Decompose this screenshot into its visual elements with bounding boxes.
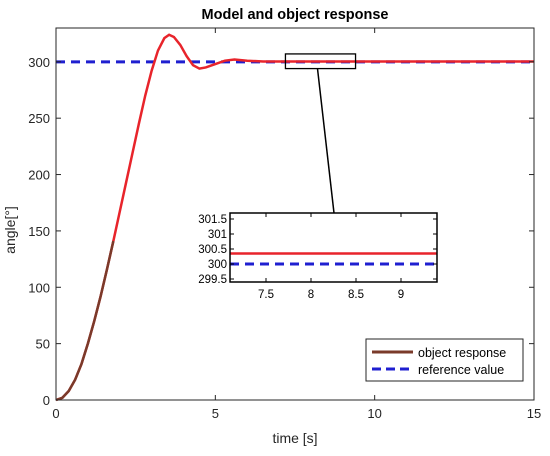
inset-y-tick-label: 301.5	[198, 214, 227, 226]
y-tick-label: 0	[43, 393, 50, 408]
inset-y-tick-label: 300	[208, 259, 227, 271]
y-tick-label: 300	[28, 55, 50, 70]
zoom-connector-line	[316, 68, 335, 214]
axes-box	[55, 27, 535, 401]
x-axis-label: time [s]	[272, 430, 317, 446]
x-tick-label: 0	[52, 406, 59, 421]
y-tick-label: 100	[28, 280, 50, 295]
x-tick-label: 5	[212, 406, 219, 421]
x-tick-label: 15	[527, 406, 541, 421]
inset-y-tick-label: 301	[208, 229, 227, 241]
zoom-layer	[284, 53, 357, 214]
chart-title: Model and object response	[202, 7, 389, 23]
legend: object response reference value	[365, 338, 524, 382]
inset-x-tick-label: 7.5	[258, 289, 274, 301]
inset-layer: 7.5 8 8.5 9 299.5 300 300.5 301 301.5	[198, 212, 438, 301]
inset-y-tick-label: 300.5	[198, 244, 227, 256]
y-tick-label: 50	[36, 337, 50, 352]
series-line-object-response-early	[55, 240, 115, 402]
legend-box	[365, 338, 524, 382]
inset-box	[229, 212, 438, 283]
inset-y-tick-label: 299.5	[198, 274, 227, 286]
y-axis-label: angle[°]	[2, 206, 18, 254]
inset-x-tick-label: 9	[398, 289, 404, 301]
y-tick-label: 200	[28, 168, 50, 183]
y-tick-label: 150	[28, 224, 50, 239]
y-tick-label: 250	[28, 111, 50, 126]
x-tick-label: 10	[367, 406, 381, 421]
legend-label-reference-value: reference value	[418, 363, 504, 377]
inset-x-tick-label: 8	[308, 289, 314, 301]
legend-label-object-response: object response	[418, 346, 506, 360]
inset-background	[230, 213, 437, 282]
zoom-box	[284, 53, 357, 70]
inset-x-tick-label: 8.5	[348, 289, 364, 301]
series-layer	[55, 33, 534, 402]
